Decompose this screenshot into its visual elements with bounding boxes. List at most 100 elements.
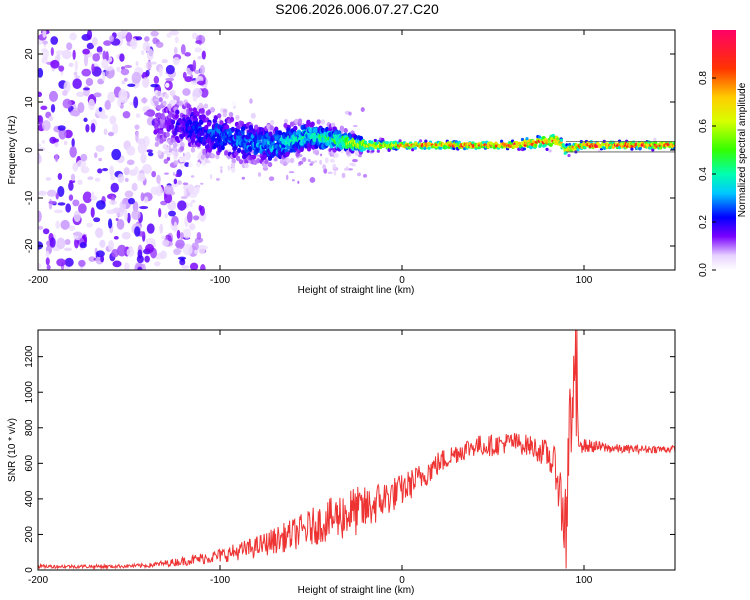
heatmap-cell bbox=[159, 223, 164, 234]
heatmap-cell bbox=[124, 190, 134, 198]
heatmap-cell bbox=[110, 176, 116, 181]
spectrogram-y-label: Frequency (Hz) bbox=[7, 116, 18, 185]
heatmap-cell bbox=[82, 191, 93, 204]
heatmap-cell bbox=[69, 146, 77, 158]
heatmap-cell bbox=[567, 153, 571, 158]
heatmap-cell bbox=[124, 64, 133, 69]
heatmap-cell bbox=[188, 223, 196, 231]
heatmap-cell bbox=[189, 201, 193, 208]
x-tick-label: -200 bbox=[28, 575, 48, 586]
heatmap-cell bbox=[132, 201, 139, 213]
heatmap-cell bbox=[78, 203, 87, 214]
heatmap-cell bbox=[220, 168, 223, 174]
heatmap-cell bbox=[48, 116, 54, 122]
heatmap-cell bbox=[163, 158, 169, 164]
heatmap-cell bbox=[373, 138, 377, 143]
heatmap-cell bbox=[255, 158, 261, 164]
heatmap-cell bbox=[86, 42, 95, 50]
heatmap-cell bbox=[289, 157, 295, 164]
heatmap-cell bbox=[522, 147, 526, 151]
heatmap-cell bbox=[343, 127, 348, 134]
heatmap-cell bbox=[93, 217, 101, 223]
heatmap-cell bbox=[648, 146, 652, 150]
spectrogram-x-label: Height of straight line (km) bbox=[298, 285, 415, 296]
heatmap-cell bbox=[589, 140, 593, 144]
colorbar-tick-label: 0.0 bbox=[698, 263, 709, 277]
heatmap-cell bbox=[203, 103, 209, 109]
heatmap-cell bbox=[322, 164, 327, 170]
heatmap-cell bbox=[107, 131, 115, 137]
heatmap-cell bbox=[244, 163, 249, 169]
heatmap-cell bbox=[88, 256, 96, 262]
heatmap-cell bbox=[69, 32, 77, 41]
heatmap-cell bbox=[165, 147, 170, 153]
heatmap-cell bbox=[85, 124, 90, 133]
heatmap-cell bbox=[219, 120, 224, 126]
heatmap-cell bbox=[130, 38, 138, 50]
heatmap-cell bbox=[54, 153, 59, 163]
heatmap-cell bbox=[83, 117, 88, 123]
heatmap-cell bbox=[238, 159, 244, 165]
heatmap-cell bbox=[131, 71, 142, 84]
heatmap-cell bbox=[216, 113, 222, 119]
heatmap-cell bbox=[123, 167, 130, 176]
heatmap-cell bbox=[215, 177, 220, 181]
heatmap-cell bbox=[110, 182, 119, 193]
heatmap-cell bbox=[109, 35, 114, 43]
heatmap-cell bbox=[164, 93, 169, 99]
heatmap-cell bbox=[180, 232, 184, 240]
heatmap-cell bbox=[97, 168, 103, 174]
heatmap-cell bbox=[57, 202, 66, 206]
heatmap-cell bbox=[196, 80, 206, 86]
colorbar-tick-label: 0.6 bbox=[698, 119, 709, 133]
heatmap-cell bbox=[42, 120, 51, 131]
heatmap-cell bbox=[283, 119, 289, 124]
heatmap-cell bbox=[173, 142, 178, 148]
heatmap-cell bbox=[273, 158, 278, 162]
heatmap-cell bbox=[286, 158, 291, 164]
heatmap-cell bbox=[95, 227, 104, 239]
heatmap-cell bbox=[204, 124, 209, 130]
x-tick-label: 100 bbox=[576, 275, 593, 286]
heatmap-cell bbox=[161, 114, 166, 120]
heatmap-cell bbox=[583, 146, 587, 150]
heatmap-cell bbox=[210, 153, 216, 159]
heatmap-cell bbox=[155, 41, 164, 48]
heatmap-cell bbox=[113, 236, 119, 240]
heatmap-cell bbox=[515, 144, 519, 149]
heatmap-cell bbox=[38, 153, 42, 165]
heatmap-cell bbox=[82, 48, 91, 55]
snr-series-line bbox=[37, 329, 676, 571]
heatmap-cell bbox=[52, 138, 60, 143]
heatmap-cell bbox=[146, 223, 155, 234]
heatmap-cell bbox=[62, 90, 68, 96]
heatmap-cell bbox=[153, 75, 160, 84]
y-tick-label: 800 bbox=[24, 419, 35, 436]
heatmap-cell bbox=[529, 146, 533, 150]
heatmap-cell bbox=[122, 200, 128, 205]
heatmap-cell bbox=[310, 121, 315, 127]
heatmap-cell bbox=[162, 144, 168, 150]
heatmap-cell bbox=[192, 96, 198, 102]
heatmap-cell bbox=[370, 140, 374, 144]
heatmap-cell bbox=[179, 145, 185, 152]
heatmap-cell bbox=[80, 166, 90, 174]
heatmap-cell bbox=[78, 259, 86, 267]
heatmap-cell bbox=[161, 239, 170, 247]
heatmap-cell bbox=[341, 172, 346, 179]
heatmap-cell bbox=[72, 78, 82, 90]
heatmap-cell bbox=[319, 159, 323, 165]
heatmap-cell bbox=[457, 140, 461, 144]
heatmap-cell bbox=[200, 182, 204, 185]
heatmap-cell bbox=[38, 225, 44, 230]
heatmap-cell bbox=[207, 147, 212, 153]
heatmap-cell bbox=[187, 185, 195, 193]
heatmap-cell bbox=[70, 173, 76, 182]
heatmap-cell bbox=[117, 244, 127, 257]
snr-x-label: Height of straight line (km) bbox=[298, 585, 415, 596]
heatmap-cell bbox=[169, 30, 179, 36]
heatmap-cell bbox=[341, 151, 344, 154]
heatmap-cell bbox=[131, 209, 141, 220]
heatmap-cell bbox=[307, 158, 311, 163]
